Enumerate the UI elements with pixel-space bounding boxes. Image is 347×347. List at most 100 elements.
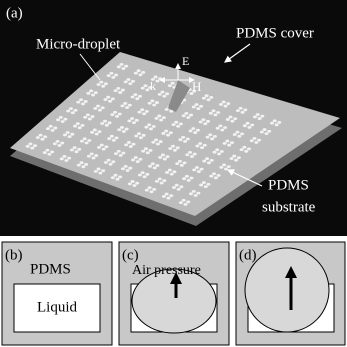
droplet-dot — [122, 130, 126, 133]
droplet-dot — [210, 137, 214, 140]
droplet-dot — [193, 131, 197, 134]
droplet-dot — [226, 118, 230, 121]
droplet-dot — [36, 136, 40, 139]
droplet-dot — [195, 166, 199, 169]
droplet-dot — [223, 126, 227, 129]
droplet-dot — [267, 130, 271, 133]
droplet-dot — [148, 186, 152, 189]
droplet-dot — [51, 129, 55, 132]
droplet-dot — [93, 107, 97, 110]
droplet-dot — [131, 96, 135, 99]
droplet-dot — [134, 72, 138, 75]
droplet-dot — [174, 121, 178, 124]
droplet-dot — [241, 111, 245, 114]
droplet-dot — [144, 147, 148, 150]
droplet-dot — [124, 143, 128, 146]
droplet-dot — [114, 152, 118, 155]
droplet-dot — [165, 108, 169, 111]
figure: (a) Micro-droplet PDMS cover PDMS substr… — [0, 0, 347, 347]
droplet-dot — [145, 189, 149, 192]
droplet-dot — [117, 150, 121, 153]
droplet-dot — [186, 201, 190, 204]
droplet-dot — [253, 115, 257, 118]
droplet-dot — [196, 192, 200, 195]
droplet-dot — [135, 119, 139, 122]
droplet-dot — [114, 74, 118, 77]
droplet-dot — [203, 122, 207, 125]
droplet — [245, 248, 329, 332]
droplet-dot — [84, 163, 88, 166]
droplet-dot — [159, 140, 163, 143]
droplet-dot — [227, 165, 231, 168]
droplet-dot — [242, 146, 246, 149]
droplet-dot — [149, 127, 153, 130]
droplet-dot — [113, 111, 117, 114]
droplet-dot — [172, 123, 176, 126]
droplet-dot — [131, 159, 135, 162]
droplet-dot — [61, 120, 65, 123]
droplet-dot — [140, 108, 144, 111]
droplet-dot — [111, 76, 115, 79]
droplet-dot — [217, 153, 221, 156]
droplet-dot — [71, 111, 75, 114]
droplet-dot — [149, 190, 153, 193]
droplet-dot — [159, 119, 163, 122]
droplet-dot — [202, 160, 206, 163]
droplet-dot — [26, 145, 30, 148]
droplet-dot — [208, 133, 212, 136]
droplet-dot — [86, 92, 90, 95]
panel-label: (b) — [5, 247, 23, 263]
droplet-dot — [43, 135, 47, 138]
droplet-dot — [166, 134, 170, 137]
droplet-dot — [189, 177, 193, 180]
droplet-dot — [138, 95, 142, 98]
droplet-dot — [172, 170, 176, 173]
droplet-dot — [80, 124, 84, 127]
panel-label: (a) — [6, 5, 23, 21]
droplet-dot — [178, 138, 182, 141]
droplet-dot — [89, 90, 93, 93]
droplet-dot — [254, 141, 258, 144]
droplet-dot — [100, 144, 104, 147]
droplet-dot — [146, 151, 150, 154]
droplet-dot — [67, 157, 71, 160]
droplet-dot — [148, 102, 152, 105]
droplet-dot — [176, 146, 180, 149]
droplet-dot — [87, 155, 91, 158]
droplet-dot — [186, 116, 190, 119]
droplet-dot — [157, 115, 161, 118]
droplet-dot — [182, 199, 186, 202]
droplet-dot — [273, 119, 277, 122]
droplet-dot — [93, 129, 97, 132]
droplet-dot — [126, 78, 130, 81]
droplet-dot — [90, 131, 94, 134]
droplet-dot — [97, 83, 101, 86]
droplet-dot — [100, 122, 104, 125]
droplet-dot — [94, 91, 98, 94]
droplet-dot — [202, 181, 206, 184]
droplet-dot — [121, 89, 125, 92]
droplet-dot — [162, 179, 166, 182]
droplet-dot — [79, 98, 83, 101]
droplet-dot — [103, 120, 107, 123]
droplet-dot — [132, 143, 136, 146]
droplet-dot — [192, 190, 196, 193]
droplet-dot — [70, 133, 74, 136]
droplet-dot — [125, 128, 129, 131]
droplet-dot — [56, 140, 60, 143]
droplet-dot — [118, 91, 122, 94]
droplet-dot — [137, 69, 141, 72]
droplet-dot — [110, 113, 114, 116]
droplet-dot — [134, 135, 138, 138]
droplet-dot — [202, 97, 206, 100]
droplet-dot — [212, 172, 216, 175]
droplet-dot — [213, 135, 217, 138]
droplet-dot — [199, 121, 203, 124]
droplet-dot — [220, 150, 224, 153]
droplet-dot — [33, 144, 37, 147]
droplet-dot — [206, 136, 210, 139]
droplet-dot — [160, 91, 164, 94]
droplet-dot — [162, 195, 166, 198]
droplet-dot — [141, 87, 145, 90]
droplet-dot — [70, 149, 74, 152]
